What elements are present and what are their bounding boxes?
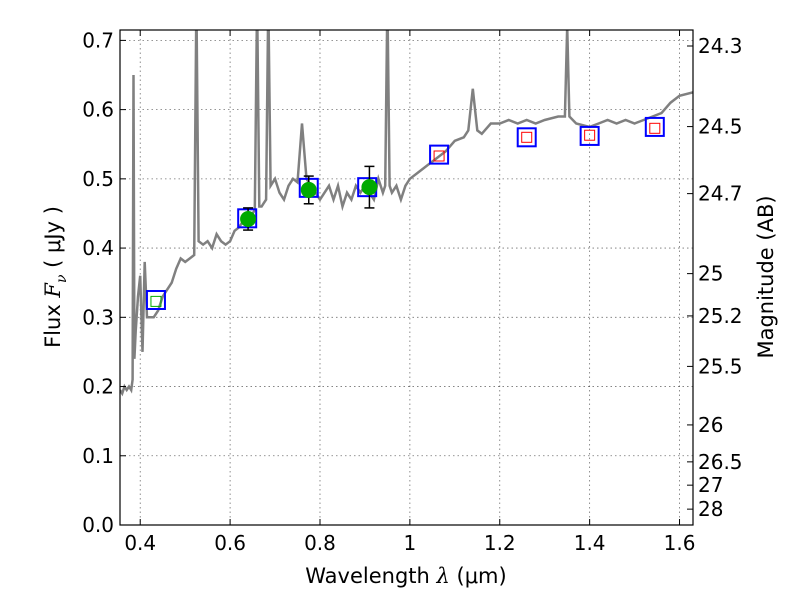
magnitude-tick-label: 24.5 (698, 115, 743, 139)
x-tick-label: 0.8 (304, 531, 336, 555)
magnitude-tick-label: 27 (698, 473, 723, 497)
photometry-markers (145, 116, 665, 310)
upper-limit-marker (433, 150, 445, 162)
magnitude-tick-label: 26 (698, 413, 723, 437)
magnitude-tick-label: 24.3 (698, 34, 743, 58)
y-tick-label: 0.2 (82, 375, 114, 399)
x-tick-label: 0.6 (214, 531, 246, 555)
y-tick-label: 0.6 (82, 98, 114, 122)
y-axis-label-subscript: ν (54, 274, 70, 283)
y-tick-label: 0.7 (82, 28, 114, 52)
model-photometry-square (237, 208, 258, 229)
y-axis-label-symbol: F (41, 282, 65, 299)
magnitude-tick-label: 25.5 (698, 354, 743, 378)
y-tick-label: 0.4 (82, 236, 114, 260)
observed-flux-point (361, 179, 378, 196)
x-axis-label-symbol: λ (436, 564, 450, 588)
magnitude-tick-label: 25.2 (698, 304, 743, 328)
sed-model-line (120, 30, 693, 397)
y-axis-label-text: Flux (41, 298, 65, 348)
observed-flux-point (240, 211, 257, 227)
x-tick-label: 1.6 (664, 531, 696, 555)
x-tick-label: 1 (404, 531, 417, 555)
upper-limit-marker (649, 122, 661, 134)
model-photometry-square (145, 290, 166, 310)
model-photometry-square (429, 144, 450, 165)
model-photometry-square (579, 125, 600, 146)
x-tick-label: 1.2 (484, 531, 516, 555)
y-axis-label: Flux Fν ( μJy ) (41, 206, 70, 348)
x-axis-label-text: Wavelength (305, 564, 436, 588)
y-axis-ticks: 0.0 0.1 0.2 0.3 0.4 0.5 0.6 0.7 (82, 28, 126, 537)
observed-flux-point (300, 181, 317, 198)
model-photometry-square (644, 116, 665, 137)
plot-frame (119, 29, 694, 526)
magnitude-tick-label: 26.5 (698, 450, 743, 474)
upper-limit-marker (521, 131, 533, 143)
upper-limit-marker (584, 129, 596, 141)
magnitude-tick-label: 28 (698, 497, 723, 521)
y-tick-label: 0.3 (82, 305, 114, 329)
model-photometry-square (516, 127, 537, 148)
magnitude-tick-label: 25 (698, 262, 723, 286)
x-axis-label-unit: (μm) (450, 564, 507, 588)
y-tick-label: 0.1 (82, 444, 114, 468)
upper-limit-marker (150, 295, 162, 307)
y-tick-label: 0.5 (82, 167, 114, 191)
magnitude-tick-label: 24.7 (698, 182, 743, 206)
x-axis-ticks: 0.4 0.6 0.8 1 1.2 1.4 1.6 (124, 30, 695, 555)
x-axis-label: Wavelength λ (μm) (305, 564, 506, 588)
x-tick-label: 1.4 (574, 531, 606, 555)
y-tick-label: 0.0 (82, 513, 114, 537)
magnitude-axis-label: Magnitude (AB) (754, 195, 778, 358)
grid-lines (120, 30, 693, 526)
y-axis-label-unit: ( μJy ) (41, 206, 65, 274)
x-tick-label: 0.4 (124, 531, 156, 555)
